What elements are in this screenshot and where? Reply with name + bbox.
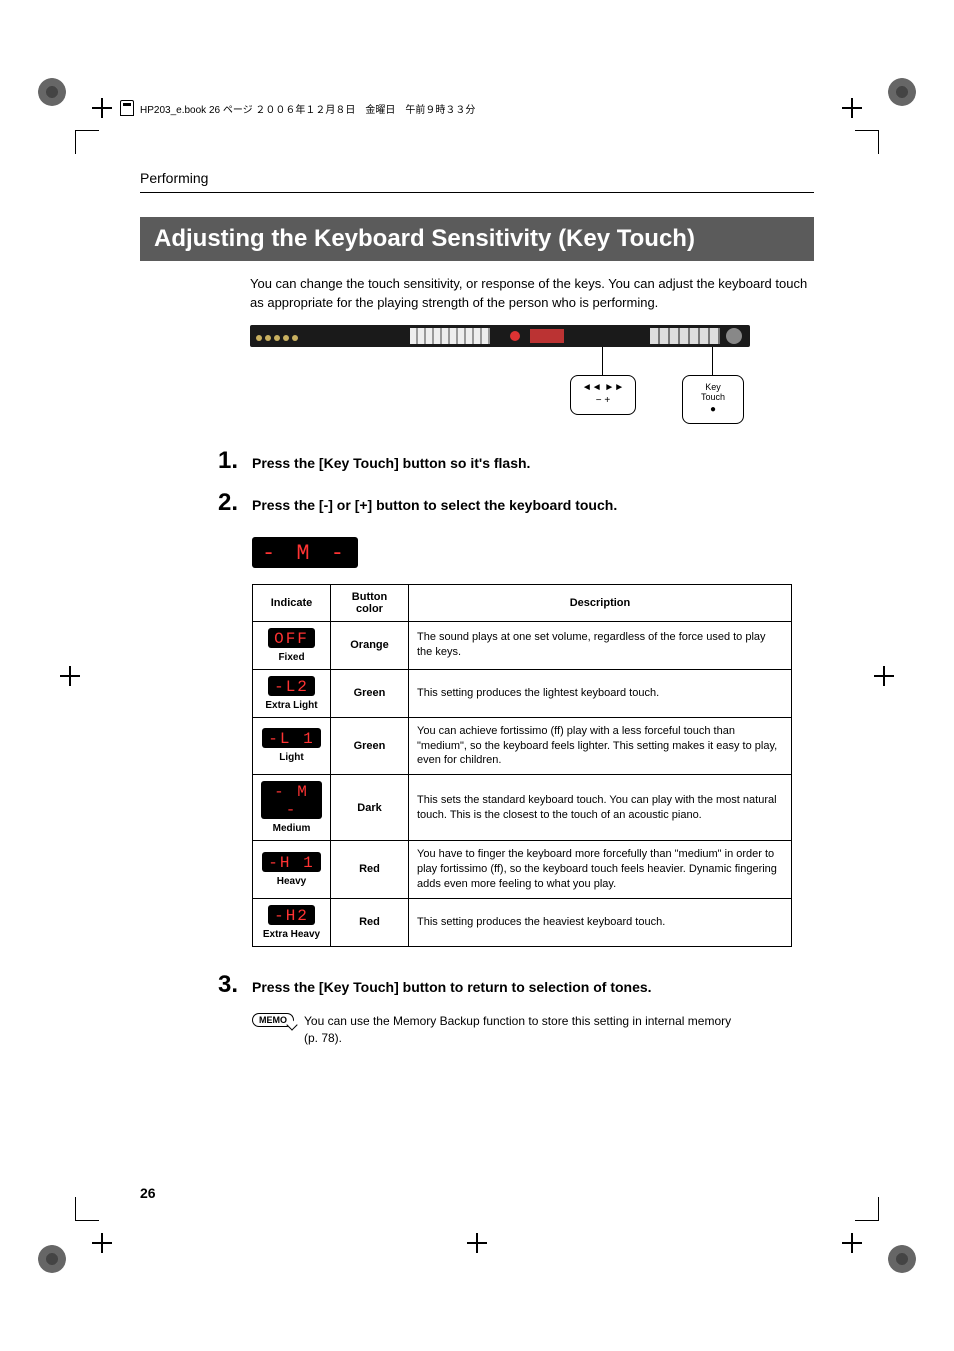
step-text: Press the [Key Touch] button to return t…	[252, 979, 652, 995]
indicate-label: Light	[261, 752, 322, 763]
step-3: 3. Press the [Key Touch] button to retur…	[210, 971, 814, 999]
indicate-label: Medium	[261, 823, 322, 834]
step-number: 1.	[210, 447, 238, 475]
cell-description: This setting produces the lightest keybo…	[409, 669, 792, 717]
cell-button-color: Red	[331, 841, 409, 899]
lcd-icon: -H2	[268, 905, 315, 925]
cell-button-color: Red	[331, 898, 409, 946]
page-number: 26	[140, 1185, 156, 1201]
memo-icon: MEMO	[252, 1013, 294, 1027]
indicate-label: Fixed	[261, 652, 322, 663]
cross-mark	[842, 98, 862, 118]
cell-description: You have to finger the keyboard more for…	[409, 841, 792, 899]
cross-mark	[874, 666, 894, 686]
th-indicate: Indicate	[253, 584, 331, 621]
table-row: -L 1 Light GreenYou can achieve fortissimo…	[253, 717, 792, 775]
table-row: -H2 Extra Heavy RedThis setting produces t…	[253, 898, 792, 946]
lcd-icon: OFF	[268, 628, 315, 648]
minus-plus-label: − +	[596, 395, 610, 406]
lcd-icon: -L2	[268, 676, 315, 696]
th-buttoncolor: Button color	[331, 584, 409, 621]
crop-mark	[855, 1197, 879, 1221]
memo-text: You can use the Memory Backup function t…	[304, 1013, 734, 1047]
step-number: 2.	[210, 489, 238, 517]
lcd-icon: -L 1	[262, 728, 320, 748]
cell-indicate: -L2 Extra Light	[253, 669, 331, 717]
th-description: Description	[409, 584, 792, 621]
crop-mark	[855, 130, 879, 154]
cross-mark	[92, 1233, 112, 1253]
callout-line	[602, 347, 603, 375]
callout-minus-plus: ◄◄ ►► − +	[570, 375, 636, 415]
section-rule	[140, 192, 814, 193]
register-mark	[888, 1245, 916, 1273]
intro-text: You can change the touch sensitivity, or…	[250, 275, 814, 313]
cell-description: You can achieve fortissimo (ff) play wit…	[409, 717, 792, 775]
section-name: Performing	[140, 170, 814, 186]
key-touch-table: Indicate Button color Description OFF Fix…	[252, 584, 792, 947]
page-body: Performing Adjusting the Keyboard Sensit…	[140, 170, 814, 1046]
crop-mark	[75, 130, 99, 154]
indicate-label: Heavy	[261, 876, 322, 887]
book-icon	[120, 100, 134, 116]
indicate-label: Extra Light	[261, 700, 322, 711]
steps: 1. Press the [Key Touch] button so it's …	[210, 447, 814, 517]
page-title: Adjusting the Keyboard Sensitivity (Key …	[140, 217, 814, 261]
cell-description: The sound plays at one set volume, regar…	[409, 621, 792, 669]
step-text: Press the [-] or [+] button to select th…	[252, 497, 617, 513]
cell-description: This sets the standard keyboard touch. Y…	[409, 775, 792, 841]
crop-mark	[75, 1197, 99, 1221]
cell-button-color: Dark	[331, 775, 409, 841]
panel-strip	[250, 325, 750, 347]
cell-description: This setting produces the heaviest keybo…	[409, 898, 792, 946]
indicate-label: Extra Heavy	[261, 929, 322, 940]
panel-illustration: ◄◄ ►► − + Key Touch ●	[250, 325, 814, 417]
led-icon: ●	[710, 404, 716, 415]
cross-mark	[842, 1233, 862, 1253]
register-mark	[38, 78, 66, 106]
step-number: 3.	[210, 971, 238, 999]
step-1: 1. Press the [Key Touch] button so it's …	[210, 447, 814, 475]
key-touch-label: Key Touch	[693, 382, 733, 402]
cell-indicate: - M - Medium	[253, 775, 331, 841]
table-row: OFF Fixed OrangeThe sound plays at one set…	[253, 621, 792, 669]
cell-indicate: OFF Fixed	[253, 621, 331, 669]
lcd-example: - M -	[252, 537, 358, 568]
cell-button-color: Orange	[331, 621, 409, 669]
cross-mark	[92, 98, 112, 118]
lcd-icon: -H 1	[262, 852, 320, 872]
cell-indicate: -L 1 Light	[253, 717, 331, 775]
steps: 3. Press the [Key Touch] button to retur…	[210, 971, 814, 999]
step-2: 2. Press the [-] or [+] button to select…	[210, 489, 814, 517]
cross-mark	[60, 666, 80, 686]
cell-indicate: -H 1 Heavy	[253, 841, 331, 899]
print-header-text: HP203_e.book 26 ページ ２００６年１２月８日 金曜日 午前９時３…	[140, 101, 475, 116]
table-row: -H 1 Heavy RedYou have to finger the keybo…	[253, 841, 792, 899]
lcd-icon: - M -	[261, 781, 322, 819]
print-header: HP203_e.book 26 ページ ２００６年１２月８日 金曜日 午前９時３…	[120, 100, 475, 116]
memo: MEMO You can use the Memory Backup funct…	[252, 1013, 814, 1047]
table-row: -L2 Extra Light GreenThis setting produces…	[253, 669, 792, 717]
table-row: - M - Medium DarkThis sets the standard ke…	[253, 775, 792, 841]
rewind-icon: ◄◄ ►►	[582, 382, 624, 393]
register-mark	[38, 1245, 66, 1273]
callout-key-touch: Key Touch ●	[682, 375, 744, 424]
cell-button-color: Green	[331, 717, 409, 775]
register-mark	[888, 78, 916, 106]
callout-line	[712, 347, 713, 375]
cell-indicate: -H2 Extra Heavy	[253, 898, 331, 946]
cross-mark	[467, 1233, 487, 1253]
step-text: Press the [Key Touch] button so it's fla…	[252, 455, 530, 471]
cell-button-color: Green	[331, 669, 409, 717]
